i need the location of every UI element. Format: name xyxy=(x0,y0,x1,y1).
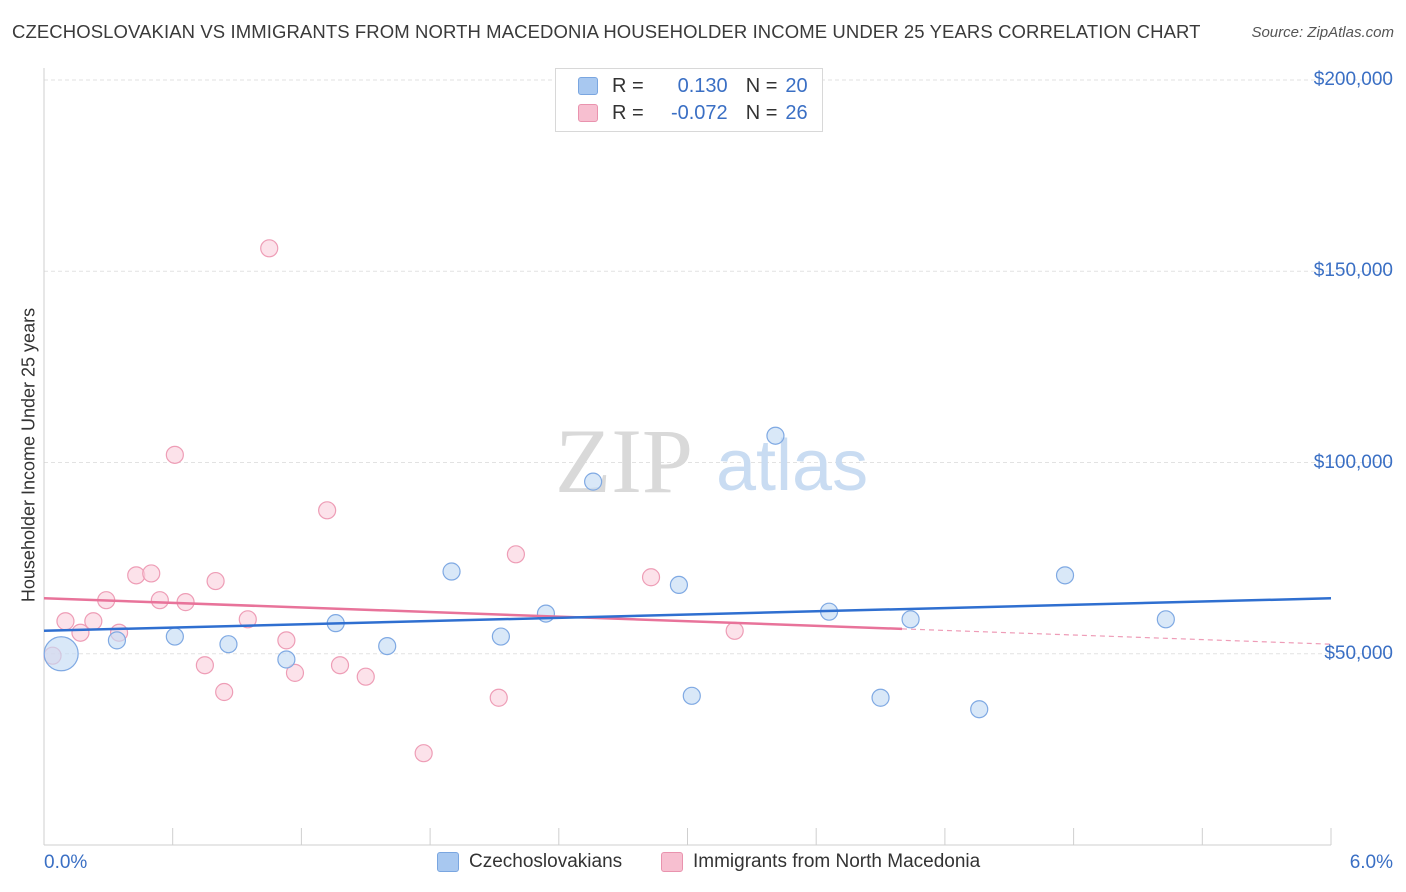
trend-lines xyxy=(901,628,1332,645)
north-macedonia-point xyxy=(330,656,350,675)
czechoslovakian-point xyxy=(277,650,296,669)
watermark: ZIP atlas xyxy=(555,410,868,512)
data-points xyxy=(43,239,1332,763)
czechoslovakian-point xyxy=(970,700,989,719)
legend-label: Czechoslovakians xyxy=(469,851,623,872)
n-value: 20 xyxy=(785,74,808,97)
north-macedonia-point xyxy=(506,545,526,564)
r-label: R = xyxy=(612,101,644,124)
y-tick-label: $200,000 xyxy=(1313,69,1393,90)
czechoslovakian-point xyxy=(871,688,890,707)
north-macedonia-point xyxy=(165,445,184,464)
north-macedonia-point xyxy=(215,682,234,702)
pink-trend-extension xyxy=(901,628,1332,645)
czechoslovakian-point xyxy=(378,636,397,656)
chart-title: CZECHOSLOVAKIAN VS IMMIGRANTS FROM NORTH… xyxy=(12,21,1201,42)
north-macedonia-point xyxy=(84,612,103,631)
n-label: N = xyxy=(745,101,778,124)
north-macedonia-point xyxy=(277,631,296,650)
legend-swatch-blue xyxy=(437,852,459,872)
north-macedonia-point xyxy=(206,571,225,591)
n-label: N = xyxy=(745,74,778,97)
north-macedonia-point xyxy=(318,501,337,520)
czechoslovakian-point xyxy=(584,472,603,491)
north-macedonia-point xyxy=(489,688,508,707)
y-axis-label: Householder Income Under 25 years xyxy=(18,307,39,603)
legend-row-pink: R = -0.072 N = 26 xyxy=(578,100,808,126)
north-macedonia-point xyxy=(414,744,433,763)
czechoslovakian-point xyxy=(1055,566,1075,585)
r-label: R = xyxy=(612,74,644,97)
y-tick-label: $150,000 xyxy=(1313,260,1393,282)
north-macedonia-point xyxy=(56,612,75,631)
czechoslovakian-point xyxy=(43,636,79,672)
legend-swatch-blue xyxy=(578,77,598,95)
czechoslovakian-point xyxy=(219,635,238,654)
gridlines xyxy=(44,79,1393,655)
watermark-atlas: atlas xyxy=(716,426,868,506)
czechoslovakian-point xyxy=(491,627,510,646)
correlation-legend: R = 0.130 N = 20 R = -0.072 N = 26 xyxy=(555,68,823,132)
legend-item-czechoslovakians: Czechoslovakians xyxy=(437,851,622,873)
r-value: 0.130 xyxy=(677,74,728,97)
czechoslovakian-point xyxy=(442,562,461,581)
n-value: 26 xyxy=(785,101,808,124)
czechoslovakian-point xyxy=(669,575,689,595)
north-macedonia-point xyxy=(260,239,279,258)
czechoslovakian-point xyxy=(165,627,184,646)
series-legend: Czechoslovakians Immigrants from North M… xyxy=(0,851,1406,877)
north-macedonia-point xyxy=(142,564,161,583)
r-value: -0.072 xyxy=(670,101,728,124)
north-macedonia-point xyxy=(195,656,214,675)
north-macedonia-point xyxy=(238,610,257,629)
czechoslovakian-point xyxy=(766,426,785,445)
czechoslovakian-point xyxy=(1156,610,1175,629)
czechoslovakian-point xyxy=(682,686,701,705)
pink-trend-line xyxy=(43,597,903,631)
legend-label: Immigrants from North Macedonia xyxy=(693,851,981,872)
north-macedonia-point xyxy=(725,621,744,640)
legend-row-blue: R = 0.130 N = 20 xyxy=(578,73,808,99)
north-macedonia-point xyxy=(150,591,169,610)
legend-swatch-pink xyxy=(578,104,598,122)
czechoslovakian-point xyxy=(901,610,920,629)
blue-trend-line xyxy=(43,597,1332,633)
y-tick-label: $100,000 xyxy=(1313,451,1393,473)
y-tick-label: $50,000 xyxy=(1324,642,1393,664)
north-macedonia-point xyxy=(127,566,146,585)
legend-item-north-macedonia: Immigrants from North Macedonia xyxy=(661,851,980,873)
north-macedonia-point xyxy=(71,623,90,642)
legend-swatch-pink xyxy=(661,852,683,872)
x-tick-min: 0.0% xyxy=(44,852,88,873)
north-macedonia-point xyxy=(285,663,305,682)
czechoslovakian-point xyxy=(107,631,127,650)
north-macedonia-point xyxy=(641,568,661,587)
north-macedonia-point xyxy=(356,667,375,686)
x-tick-max: 6.0% xyxy=(1349,852,1393,873)
watermark-zip: ZIP xyxy=(555,410,693,512)
czechoslovakian-point xyxy=(536,604,556,623)
axes xyxy=(43,68,1332,846)
source-label: Source: ZipAtlas.com xyxy=(1251,24,1394,41)
